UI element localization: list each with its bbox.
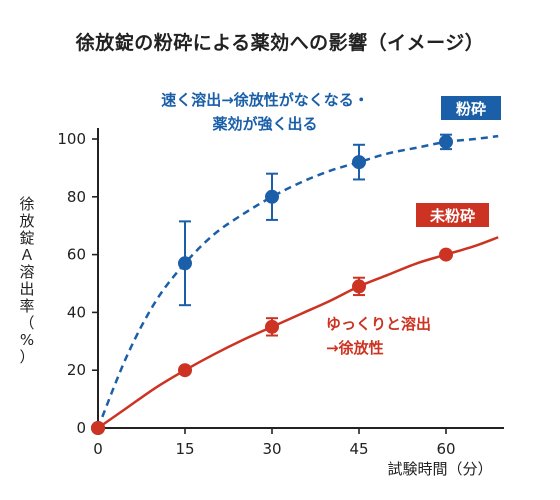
x-tick-label: 30	[262, 440, 281, 458]
x-axis-label: 試験時間（分）	[387, 460, 492, 478]
y-label-char: %	[19, 331, 35, 349]
data-point-crushed	[352, 155, 366, 170]
annotation-slow-line-1: ゆっくりと溶出	[326, 315, 432, 333]
y-label-char: 放	[19, 212, 35, 230]
y-axis-label: 徐 放 錠 Ａ 溶 出 率 （ % ）	[14, 196, 40, 366]
series-line-crushed	[96, 134, 499, 429]
y-label-char: 徐	[19, 195, 35, 213]
x-tick-label: 0	[93, 440, 103, 458]
legend-label-uncrushed: 未粉砕	[429, 207, 475, 225]
data-point-uncrushed	[352, 279, 366, 294]
y-label-char: Ａ	[19, 246, 35, 264]
y-label-char: （	[19, 314, 35, 332]
y-tick-label: 40	[67, 303, 86, 321]
y-label-char: ）	[19, 348, 35, 366]
data-point-uncrushed	[178, 363, 192, 378]
annotation-fast-line-1: 速く溶出→徐放性がなくなる・	[161, 91, 369, 109]
data-point-uncrushed	[91, 421, 105, 435]
legend-label-crushed: 粉砕	[456, 100, 486, 118]
y-label-char: 出	[19, 280, 35, 298]
legend-box-crushed	[441, 96, 501, 120]
y-tick-label: 100	[57, 130, 86, 148]
x-tick-label: 15	[175, 440, 194, 458]
y-label-char: 錠	[19, 229, 35, 247]
data-point-crushed	[178, 256, 192, 271]
data-point-uncrushed	[265, 319, 279, 334]
chart-title: 徐放錠の粉砕による薬効への影響（イメージ）	[75, 32, 485, 54]
annotation-fast-release: 速く溶出→徐放性がなくなる・ 薬効が強く出る	[120, 88, 410, 136]
y-tick-label: 60	[67, 246, 86, 264]
y-tick-label: 20	[67, 361, 86, 379]
data-point-uncrushed	[439, 247, 453, 262]
x-tick-label: 45	[349, 440, 368, 458]
data-point-crushed	[265, 189, 279, 204]
y-tick-label: 80	[67, 188, 86, 206]
y-label-char: 溶	[19, 263, 35, 281]
y-label-char: 率	[19, 297, 35, 315]
data-point-crushed	[439, 134, 453, 149]
annotation-slow-line-2: →徐放性	[326, 339, 384, 357]
y-tick-label: 0	[76, 419, 86, 437]
x-tick-label: 60	[436, 440, 455, 458]
legend-box-uncrushed	[416, 203, 489, 227]
annotation-slow-release: ゆっくりと溶出 →徐放性	[326, 312, 496, 360]
series-line-uncrushed	[97, 236, 499, 430]
annotation-fast-line-2: 薬効が強く出る	[212, 115, 318, 133]
